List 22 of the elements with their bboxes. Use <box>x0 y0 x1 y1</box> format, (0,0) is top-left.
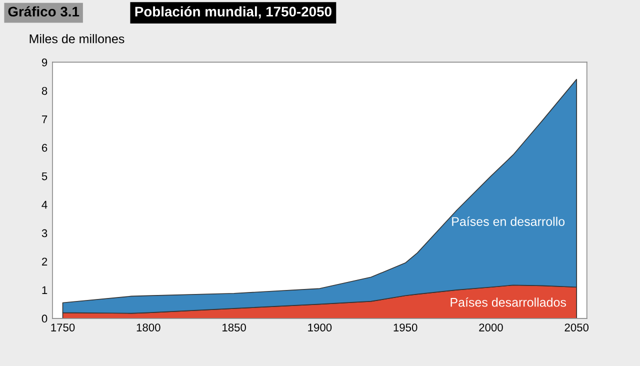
chart-title: Población mundial, 1750-2050 <box>135 6 332 19</box>
x-tick-label: 1800 <box>136 324 160 332</box>
y-tick-label: 3 <box>42 229 48 238</box>
y-axis-title: Miles de millones <box>30 34 124 44</box>
y-tick-label: 2 <box>42 258 48 266</box>
y-tick-label: 8 <box>42 86 48 95</box>
y-tick-label: 0 <box>42 314 48 323</box>
y-tick-label: 1 <box>42 286 48 294</box>
y-tick-label: 9 <box>42 58 48 66</box>
y-tick-label: 7 <box>42 116 48 124</box>
x-tick-label: 1900 <box>308 324 332 332</box>
series-label: Países desarrollados <box>450 297 566 307</box>
x-tick-label: 1750 <box>51 324 75 332</box>
x-tick-label: 2050 <box>564 324 589 332</box>
x-tick-label: 2000 <box>479 324 503 332</box>
chart-subtitle: Gráfico 3.1 <box>8 6 80 17</box>
series-label: Países en desarrollo <box>452 216 565 226</box>
x-tick-label: 1850 <box>222 324 246 332</box>
y-tick-label: 5 <box>42 172 48 180</box>
y-tick-label: 6 <box>42 144 48 152</box>
y-tick-label: 4 <box>42 200 48 209</box>
x-tick-label: 1950 <box>394 324 418 332</box>
